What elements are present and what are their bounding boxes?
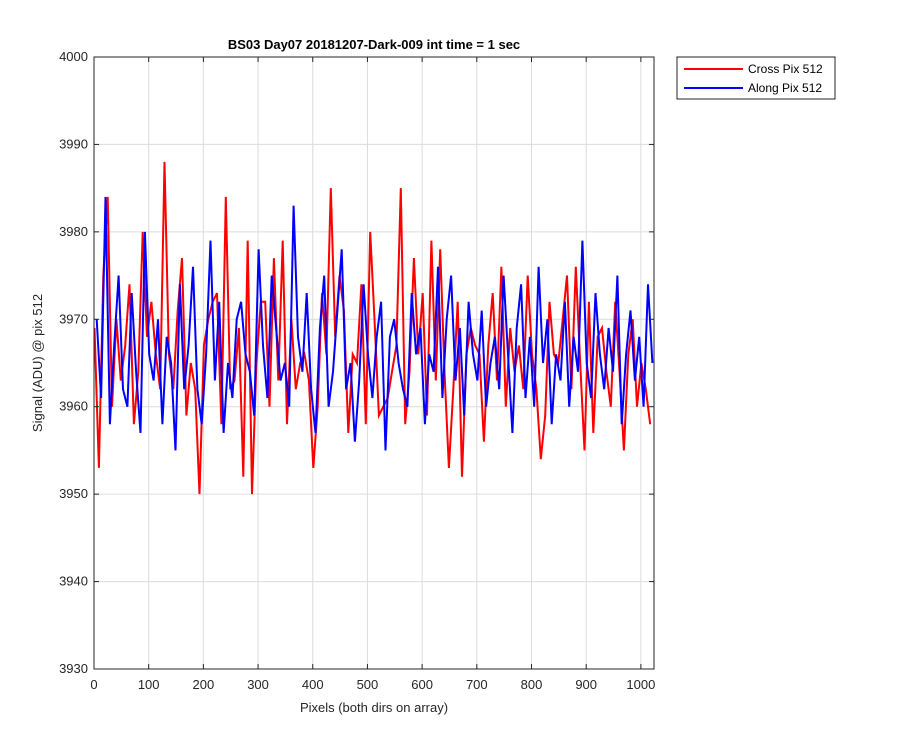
series-line-along-pix-512 <box>95 196 654 451</box>
series-layer <box>93 161 654 495</box>
x-tick-label: 200 <box>193 677 215 692</box>
x-tick-label: 0 <box>90 677 97 692</box>
axes-box <box>93 56 655 670</box>
axis-ticks <box>93 56 654 670</box>
y-tick-label: 3960 <box>59 399 88 414</box>
x-tick-label: 900 <box>575 677 597 692</box>
x-axis-label: Pixels (both dirs on array) <box>300 700 448 715</box>
x-tick-label: 600 <box>411 677 433 692</box>
x-tick-label: 700 <box>466 677 488 692</box>
chart-title: BS03 Day07 20181207-Dark-009 int time = … <box>228 37 520 52</box>
x-tick-label: 100 <box>138 677 160 692</box>
y-tick-label: 3980 <box>59 224 88 239</box>
y-tick-label: 4000 <box>59 49 88 64</box>
y-tick-label: 3930 <box>59 661 88 676</box>
x-tick-label: 800 <box>521 677 543 692</box>
x-tick-label: 400 <box>302 677 324 692</box>
legend-label-along: Along Pix 512 <box>748 81 822 95</box>
y-tick-label: 3940 <box>59 574 88 589</box>
y-axis-label: Signal (ADU) @ pix 512 <box>30 294 45 432</box>
y-tick-label: 3970 <box>59 311 88 326</box>
y-tick-labels: 3930 3940 3950 3960 3970 3980 3990 4000 <box>59 49 88 676</box>
y-tick-label: 3950 <box>59 486 88 501</box>
x-tick-label: 500 <box>357 677 379 692</box>
legend-box <box>676 56 836 100</box>
legend: Cross Pix 512 Along Pix 512 <box>676 56 836 100</box>
y-tick-label: 3990 <box>59 136 88 151</box>
x-tick-label: 300 <box>247 677 269 692</box>
x-tick-label: 1000 <box>626 677 655 692</box>
x-tick-labels: 0 100 200 300 400 500 600 700 800 900 1000 <box>90 677 655 692</box>
legend-label-cross: Cross Pix 512 <box>748 62 823 76</box>
